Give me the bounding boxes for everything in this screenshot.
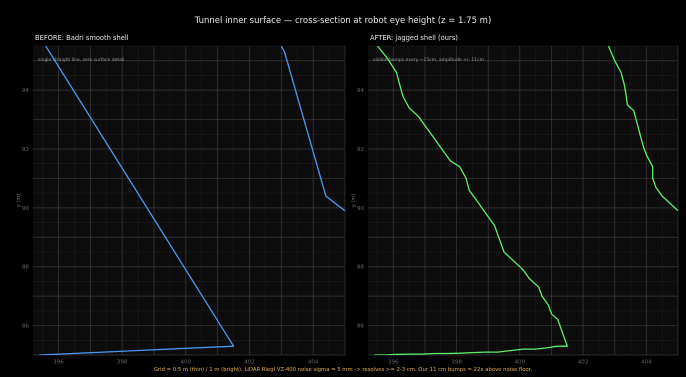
before-y-tick-label: 92 — [22, 147, 29, 153]
after-plot-area — [368, 46, 678, 355]
before-plot-area — [33, 46, 345, 355]
before-panel: 396 398 400 402 404 86 88 90 92 94 y (m) BEFORE: Ba… — [16, 34, 346, 366]
after-series-line-2 — [607, 46, 678, 212]
figure-footer: Grid = 0.5 m (thin) / 1 m (bright). LiDA… — [154, 367, 533, 373]
before-y-tick-label: 94 — [22, 88, 30, 94]
after-series-line-1 — [374, 46, 568, 355]
after-y-tick-label: 86 — [357, 324, 365, 330]
before-x-tick-label: 402 — [244, 360, 255, 366]
before-y-tick-label: 86 — [22, 324, 30, 330]
after-x-tick-label: 402 — [578, 360, 589, 366]
after-y-tick-label: 90 — [357, 206, 365, 212]
after-y-tick-label: 94 — [357, 88, 365, 94]
panels: 396 398 400 402 404 86 88 90 92 94 y (m) BEFORE: Ba… — [16, 34, 679, 366]
after-x-tick-label: 400 — [514, 360, 525, 366]
before-x-tick-label: 396 — [53, 360, 64, 366]
before-series-line-1 — [39, 46, 235, 355]
after-y-axis-label: y (m) — [351, 194, 357, 207]
after-y-tick-label: 88 — [357, 265, 365, 271]
before-y-tick-label: 90 — [22, 206, 30, 212]
after-panel: 396 398 400 402 404 86 88 90 92 94 y (m) AFTER: jag… — [351, 34, 679, 366]
before-panel-title: BEFORE: Badri smooth shell — [35, 34, 129, 42]
before-x-tick-label: 400 — [180, 360, 191, 366]
after-annotation: visible bumps every ~15cm, amplitude +/-… — [373, 57, 484, 63]
before-y-tick-label: 88 — [22, 265, 30, 271]
after-x-tick-label: 404 — [641, 360, 652, 366]
before-annotation: single straight line, zero surface detai… — [38, 57, 124, 63]
before-x-tick-label: 404 — [308, 360, 319, 366]
after-x-tick-label: 398 — [451, 360, 462, 366]
before-y-axis-label: y (m) — [16, 194, 22, 207]
after-y-tick-label: 92 — [357, 147, 364, 153]
after-panel-title: AFTER: jagged shell (ours) — [370, 34, 458, 42]
before-x-tick-label: 398 — [117, 360, 128, 366]
before-series-line-2 — [280, 46, 345, 212]
figure-title: Tunnel inner surface — cross-section at … — [194, 16, 492, 26]
after-x-tick-label: 396 — [388, 360, 399, 366]
